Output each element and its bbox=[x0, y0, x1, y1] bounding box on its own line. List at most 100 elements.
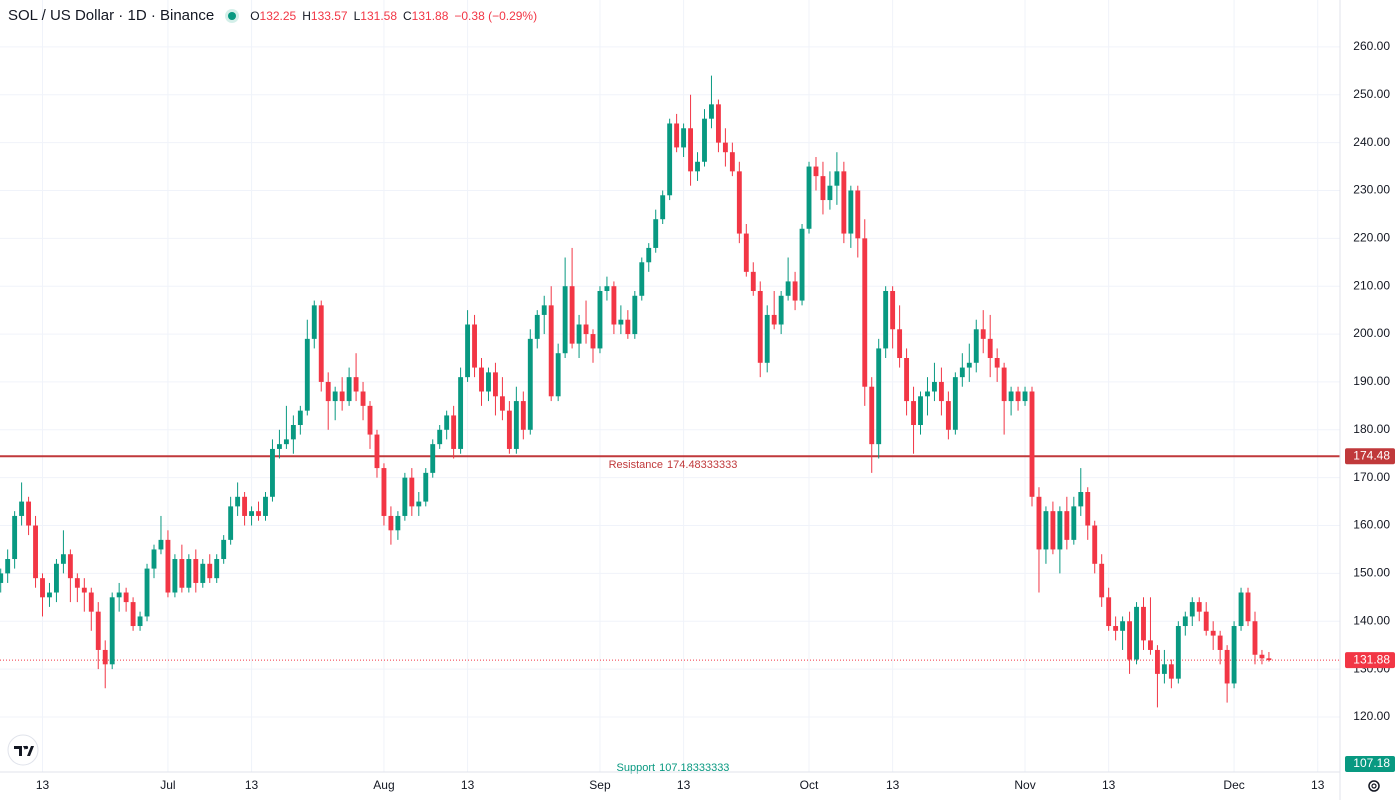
candle-body bbox=[374, 434, 380, 469]
candle-body bbox=[576, 324, 582, 344]
candle-body bbox=[653, 219, 659, 248]
x-tick-label: Jul bbox=[160, 778, 175, 792]
overlay: 120.00130.00140.00150.00160.00170.00180.… bbox=[36, 39, 1395, 792]
change: −0.38 (−0.29%) bbox=[454, 8, 538, 23]
candle-body bbox=[409, 477, 415, 507]
candle-body bbox=[632, 295, 638, 335]
candle-body bbox=[1203, 611, 1209, 631]
level-name: Resistance bbox=[609, 459, 663, 471]
candle-body bbox=[297, 410, 303, 426]
candle-body bbox=[1210, 630, 1216, 636]
level-value: 174.48333333 bbox=[667, 459, 737, 471]
candle-body bbox=[381, 468, 387, 516]
candle-body bbox=[186, 559, 192, 588]
candle-body bbox=[883, 290, 889, 349]
candle-body bbox=[925, 391, 930, 397]
candle-body bbox=[102, 649, 108, 665]
candle-body bbox=[1259, 654, 1265, 659]
candle-body bbox=[423, 472, 429, 502]
candle-body bbox=[493, 372, 498, 397]
candle-body bbox=[834, 171, 840, 186]
candle-body bbox=[527, 338, 533, 430]
candle-body bbox=[158, 539, 164, 550]
candle-body bbox=[1231, 626, 1237, 684]
candle-body bbox=[1141, 606, 1146, 641]
candle-body bbox=[1238, 592, 1244, 627]
candle-body bbox=[1168, 664, 1174, 679]
candle-body bbox=[81, 587, 87, 593]
symbol-title: SOL / US Dollar · 1D · Binance bbox=[8, 7, 215, 24]
candle-body bbox=[1092, 525, 1098, 564]
candle-body bbox=[1071, 506, 1077, 540]
y-tick-label: 260.00 bbox=[1353, 39, 1390, 53]
candle-body bbox=[416, 501, 422, 507]
candle-body bbox=[151, 549, 157, 569]
candle-body bbox=[283, 439, 289, 445]
candle-body bbox=[165, 539, 171, 593]
candle-body bbox=[1001, 367, 1007, 402]
y-tick-label: 240.00 bbox=[1353, 135, 1390, 149]
x-tick-label: 13 bbox=[461, 778, 475, 792]
ohlc-value: 133.57 bbox=[310, 8, 348, 23]
candle-body bbox=[862, 238, 868, 387]
candle-body bbox=[813, 166, 819, 177]
candle-body bbox=[1085, 492, 1091, 526]
candle-body bbox=[1217, 635, 1223, 650]
level-badge bbox=[1345, 756, 1395, 772]
candle-body bbox=[541, 305, 547, 315]
candle-body bbox=[332, 391, 338, 402]
candle-body bbox=[792, 281, 798, 301]
candle-body bbox=[109, 597, 115, 665]
candle-body bbox=[785, 281, 791, 296]
ohlc-label: L bbox=[353, 8, 361, 23]
candle-body bbox=[506, 410, 512, 449]
candle-body bbox=[479, 367, 484, 392]
y-tick-label: 250.00 bbox=[1353, 87, 1390, 101]
candle-body bbox=[611, 286, 617, 325]
y-tick-label: 160.00 bbox=[1353, 518, 1390, 532]
candle-body bbox=[1057, 511, 1063, 550]
last-price-badge bbox=[1345, 652, 1395, 669]
candle-body bbox=[1196, 602, 1202, 612]
y-tick-label: 200.00 bbox=[1353, 326, 1390, 340]
candle-body bbox=[1148, 640, 1153, 650]
level-label: Resistance 174.48333333 bbox=[609, 459, 738, 471]
candle-body bbox=[74, 578, 80, 588]
candle-body bbox=[1022, 391, 1028, 402]
x-tick-label: 13 bbox=[245, 778, 259, 792]
candle-body bbox=[430, 444, 436, 473]
grid bbox=[0, 0, 1340, 772]
candle-body bbox=[1161, 664, 1167, 674]
legend-header: SOL / US Dollar · 1D · Binance O 132.25 H… bbox=[8, 7, 543, 24]
x-tick-label: 13 bbox=[36, 778, 50, 792]
candle-body bbox=[876, 348, 882, 445]
candle-body bbox=[695, 161, 700, 172]
settings-icon[interactable] bbox=[1368, 780, 1380, 792]
candle-body bbox=[249, 511, 254, 516]
candle-body bbox=[179, 559, 185, 588]
candles bbox=[0, 75, 1272, 708]
candle-body bbox=[395, 515, 401, 531]
candle-body bbox=[1043, 511, 1049, 550]
candle-body bbox=[5, 559, 11, 574]
candle-body bbox=[276, 444, 282, 449]
candle-body bbox=[534, 314, 540, 339]
ohlc-label: C bbox=[403, 8, 412, 23]
candle-body bbox=[959, 367, 965, 378]
candle-body bbox=[966, 362, 972, 368]
candle-body bbox=[1252, 621, 1258, 655]
y-tick-label: 190.00 bbox=[1353, 374, 1390, 388]
tv-logo bbox=[7, 734, 39, 766]
ohlc-label: O bbox=[250, 8, 260, 23]
candle-body bbox=[290, 425, 296, 440]
candle-body bbox=[67, 554, 73, 579]
candle-body bbox=[1120, 621, 1126, 631]
candle-body bbox=[938, 381, 944, 402]
candle-body bbox=[60, 554, 66, 564]
candle-body bbox=[987, 338, 993, 359]
candle-body bbox=[1050, 511, 1056, 550]
levels bbox=[0, 455, 1340, 661]
candle-body bbox=[904, 358, 910, 402]
